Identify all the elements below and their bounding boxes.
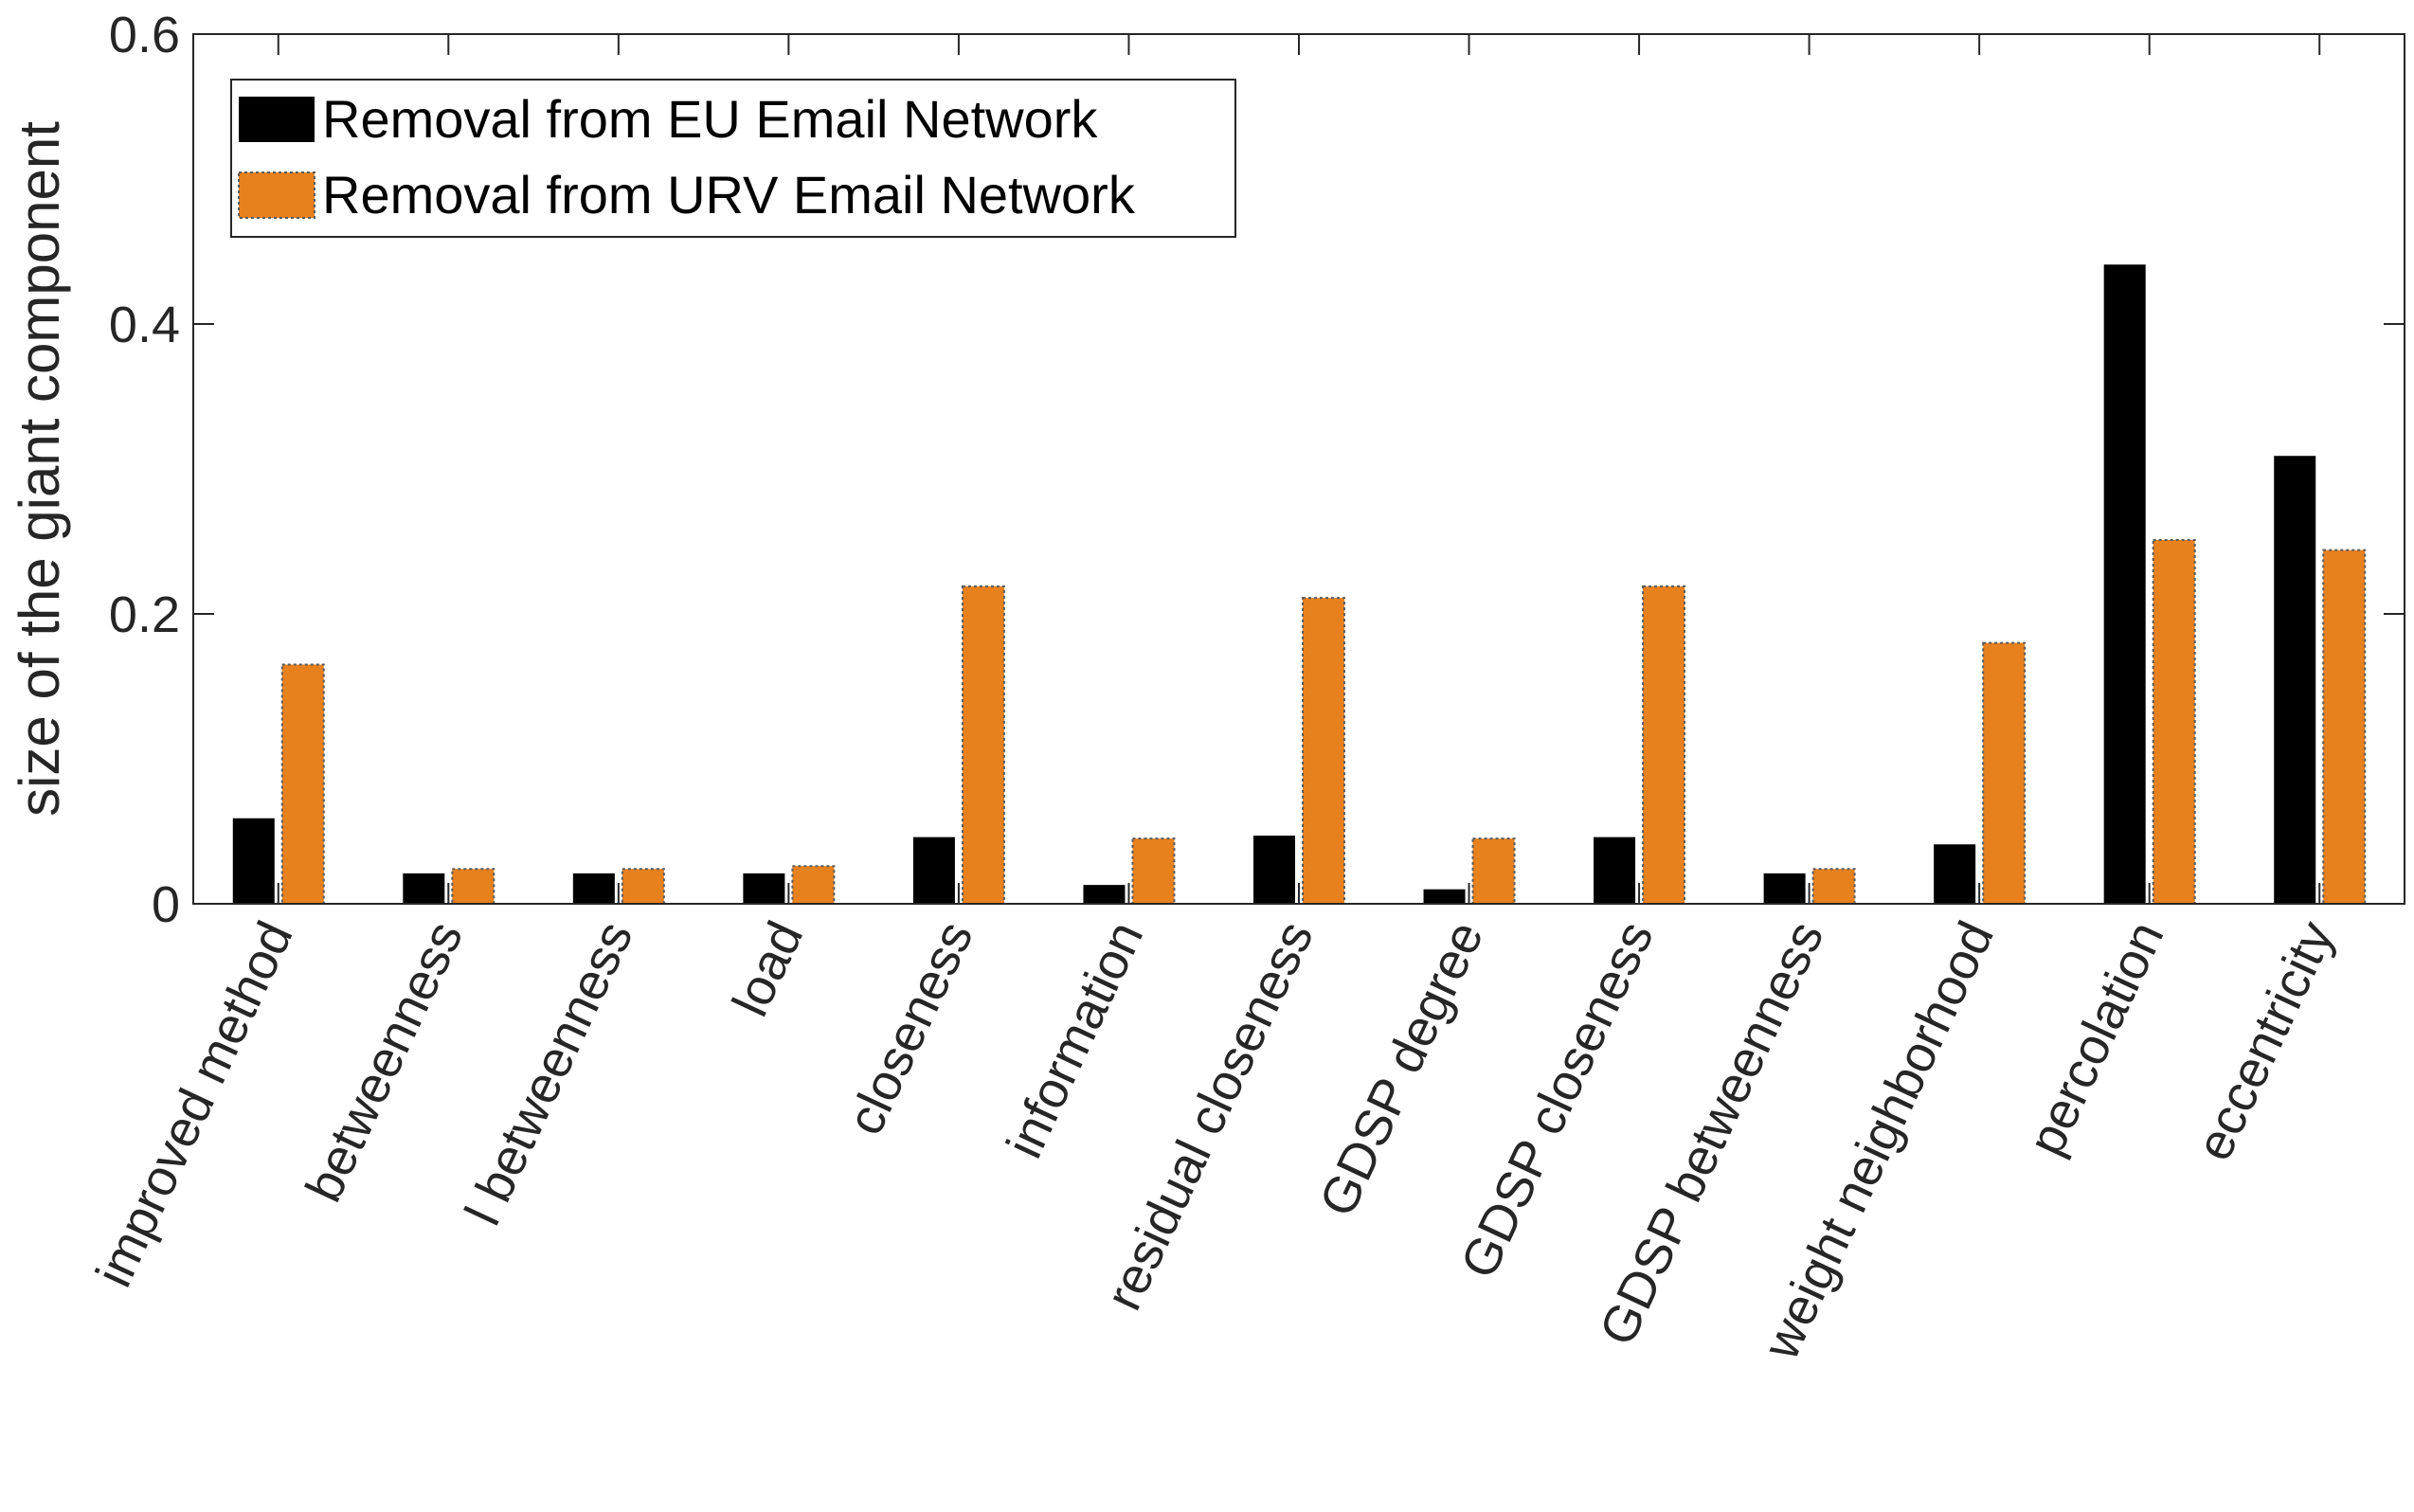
x-tick-label-12: eccentricity [2186, 913, 2346, 1169]
bar-series2-5 [1131, 837, 1176, 906]
legend-swatch-1 [239, 97, 315, 142]
bar-series1-10 [1934, 844, 1976, 904]
x-tick-label-3: load [722, 913, 815, 1025]
y-axis-label: size of the giant component [8, 121, 71, 817]
legend-label-2: Removal from URV Email Network [322, 165, 1136, 225]
bar-series2-6 [1302, 597, 1345, 905]
bar-series1-2 [572, 873, 615, 904]
y-tick-label-0: 0 [152, 876, 180, 933]
legend-swatch-2 [238, 171, 315, 219]
bar-series1-8 [1594, 837, 1636, 904]
legend: Removal from EU Email Network Removal fro… [230, 79, 1236, 238]
bar-series1-5 [1083, 885, 1126, 904]
bar-series2-12 [2322, 549, 2367, 905]
x-tick-label-1: betweenness [295, 913, 474, 1211]
x-tick-label-11: percolation [2018, 913, 2175, 1164]
x-tick-label-4: closeness [837, 913, 984, 1143]
y-tick-label-2: 0.4 [109, 297, 180, 353]
bar-series1-9 [1763, 873, 1806, 904]
bar-series2-4 [961, 585, 1005, 905]
bar-series1-12 [2274, 456, 2316, 904]
bars-group [232, 264, 2367, 906]
bar-series1-6 [1253, 836, 1295, 904]
x-tick-label-0: improved method [85, 913, 304, 1295]
bar-series2-2 [621, 868, 665, 906]
legend-box [230, 79, 1236, 238]
y-tick-label-1: 0.2 [109, 586, 180, 643]
bar-series1-4 [912, 837, 955, 904]
legend-label-1: Removal from EU Email Network [322, 89, 1098, 149]
y-ticks-group: 0 0.2 0.4 0.6 [109, 7, 2405, 933]
bar-series2-1 [451, 868, 495, 906]
bar-series1-11 [2103, 264, 2146, 904]
x-tick-label-2: l betweenness [454, 913, 643, 1233]
x-tick-label-8: GDSP closeness [1450, 913, 1664, 1287]
bar-series2-8 [1642, 585, 1686, 905]
bar-series1-3 [743, 873, 785, 904]
bar-series1-0 [232, 818, 275, 904]
bar-series2-7 [1471, 837, 1516, 906]
bar-series2-0 [280, 663, 325, 905]
y-tick-label-3: 0.6 [109, 7, 180, 63]
bar-series1-1 [403, 873, 445, 904]
bar-series2-9 [1811, 868, 1856, 906]
x-tick-label-7: GDSP degree [1308, 913, 1494, 1225]
bar-series2-10 [1982, 641, 2027, 905]
bar-series1-7 [1423, 889, 1466, 904]
bar-series2-3 [791, 865, 836, 905]
bar-series2-11 [2152, 538, 2196, 905]
x-tick-label-5: information [996, 913, 1154, 1166]
